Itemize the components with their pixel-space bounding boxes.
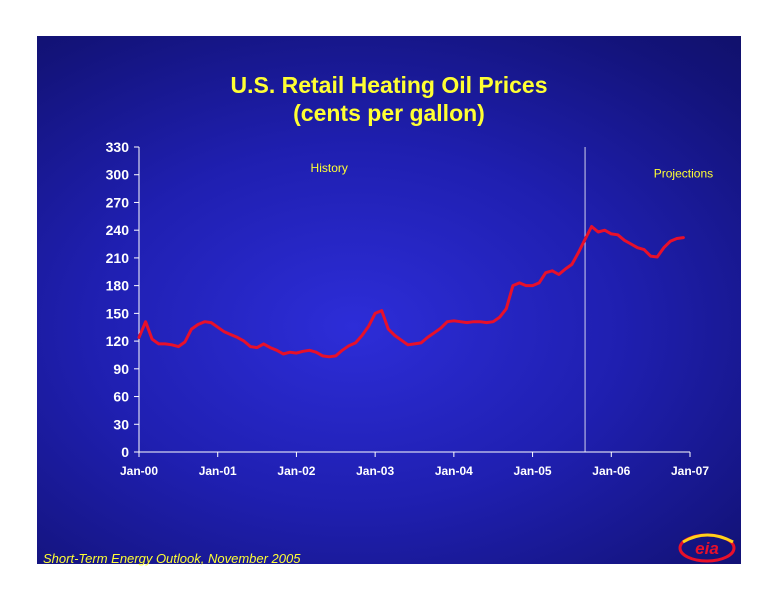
x-tick-label: Jan-01 xyxy=(199,464,237,478)
eia-logo-icon: eia xyxy=(678,533,736,563)
annotation-history: History xyxy=(311,161,348,175)
x-tick-label: Jan-03 xyxy=(356,464,394,478)
chart-marks xyxy=(137,147,685,452)
x-tick-label: Jan-04 xyxy=(435,464,473,478)
source-footer: Short-Term Energy Outlook, November 2005 xyxy=(43,551,301,566)
x-tick-label: Jan-00 xyxy=(120,464,158,478)
y-tick-label: 120 xyxy=(106,333,130,349)
y-tick-label: 300 xyxy=(106,167,130,183)
x-tick-label: Jan-06 xyxy=(592,464,630,478)
y-tick-label: 210 xyxy=(106,250,130,266)
y-tick-label: 240 xyxy=(106,222,130,238)
y-tick-label: 180 xyxy=(106,278,130,294)
y-tick-label: 330 xyxy=(106,139,130,155)
slide: U.S. Retail Heating Oil Prices (cents pe… xyxy=(37,36,741,566)
x-tick-label: Jan-02 xyxy=(277,464,315,478)
x-axis-ticks: Jan-00 Jan-01 Jan-02 Jan-03 Jan-04 Jan-05 Jan-… xyxy=(120,452,709,478)
chart-title-line: U.S. Retail Heating Oil Prices xyxy=(230,72,548,98)
svg-text:eia: eia xyxy=(695,539,719,558)
y-tick-label: 60 xyxy=(113,389,129,405)
chart-annotations: History Projections xyxy=(311,161,714,181)
price-series-line xyxy=(137,225,685,359)
annotation-projections: Projections xyxy=(654,167,713,181)
y-tick-label: 270 xyxy=(106,194,130,210)
x-tick-label: Jan-05 xyxy=(514,464,552,478)
y-tick-label: 30 xyxy=(113,416,129,432)
chart-axes xyxy=(138,147,690,453)
y-tick-label: 150 xyxy=(106,305,130,321)
y-tick-label: 90 xyxy=(113,361,129,377)
chart-title: U.S. Retail Heating Oil Prices (cents pe… xyxy=(37,71,741,127)
y-axis-ticks: 0 30 60 90 120 150 180 210 240 270 300 330 xyxy=(106,139,139,460)
x-tick-label: Jan-07 xyxy=(671,464,709,478)
chart-subtitle-line: (cents per gallon) xyxy=(293,100,485,126)
y-tick-label: 0 xyxy=(121,444,129,460)
